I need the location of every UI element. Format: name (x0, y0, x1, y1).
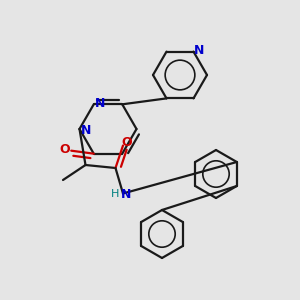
Text: O: O (59, 143, 70, 156)
Text: N: N (121, 188, 131, 201)
Text: O: O (121, 136, 132, 149)
Text: H: H (111, 189, 120, 200)
Text: N: N (95, 97, 106, 110)
Text: N: N (81, 124, 91, 137)
Text: N: N (194, 44, 204, 57)
